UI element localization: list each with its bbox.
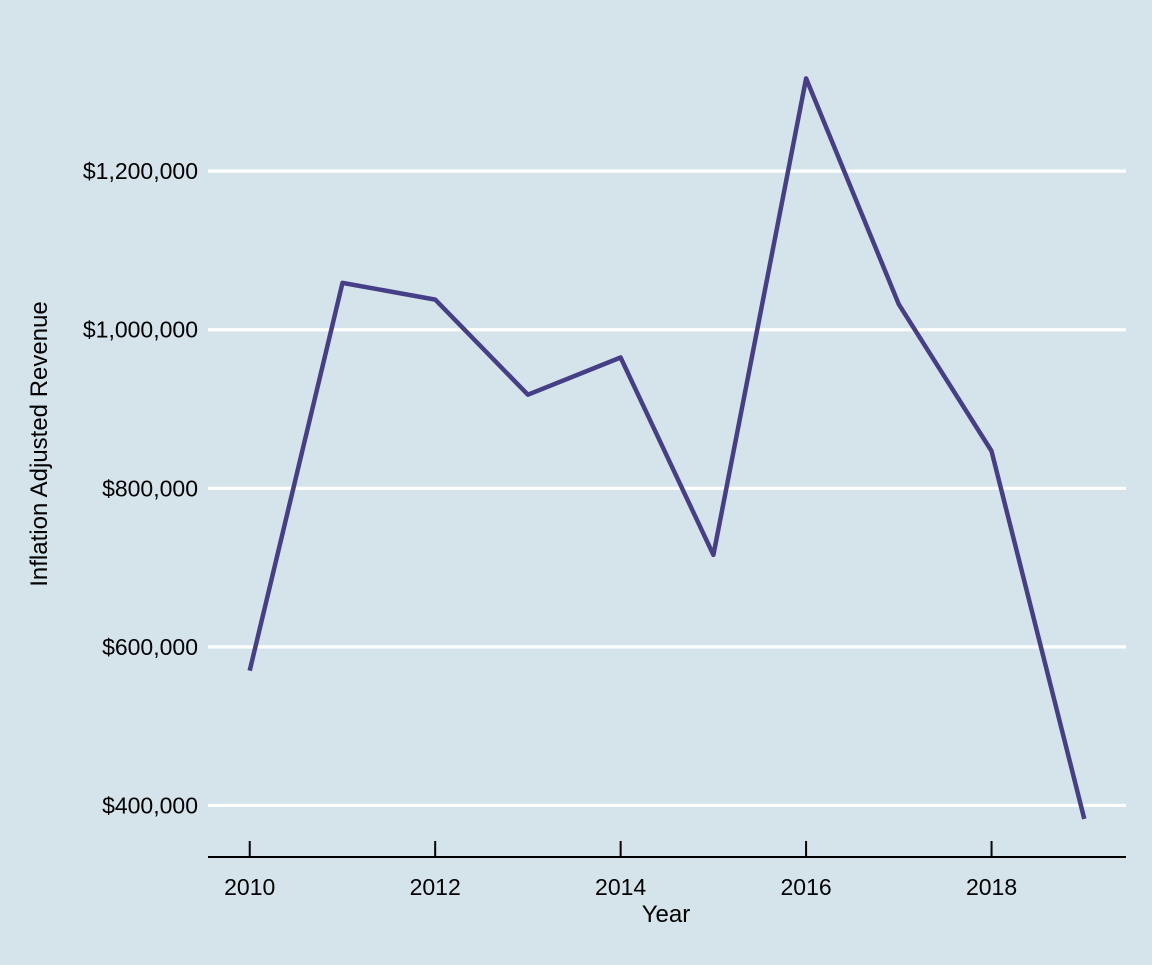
y-tick-label: $1,200,000 — [83, 158, 198, 184]
x-tick-label: 2014 — [595, 874, 646, 900]
y-tick-label: $600,000 — [102, 634, 198, 660]
x-axis-title: Year — [642, 901, 691, 928]
x-tick-label: 2018 — [966, 874, 1017, 900]
y-axis-title: Inflation Adjusted Revenue — [26, 301, 53, 587]
x-ticks: 2010 2012 2014 2016 2018 — [224, 841, 1017, 900]
x-tick-label: 2010 — [224, 874, 275, 900]
series-layer — [247, 76, 1087, 820]
y-tick-label: $800,000 — [102, 475, 198, 501]
y-tick-label: $400,000 — [102, 792, 198, 818]
y-tick-label: $1,000,000 — [83, 317, 198, 343]
x-tick-label: 2012 — [410, 874, 461, 900]
grid-lines — [208, 169, 1126, 808]
y-ticks: $400,000 $600,000 $800,000 $1,000,000 $1,200… — [83, 158, 198, 818]
series-line — [247, 76, 1087, 820]
x-tick-label: 2016 — [781, 874, 832, 900]
